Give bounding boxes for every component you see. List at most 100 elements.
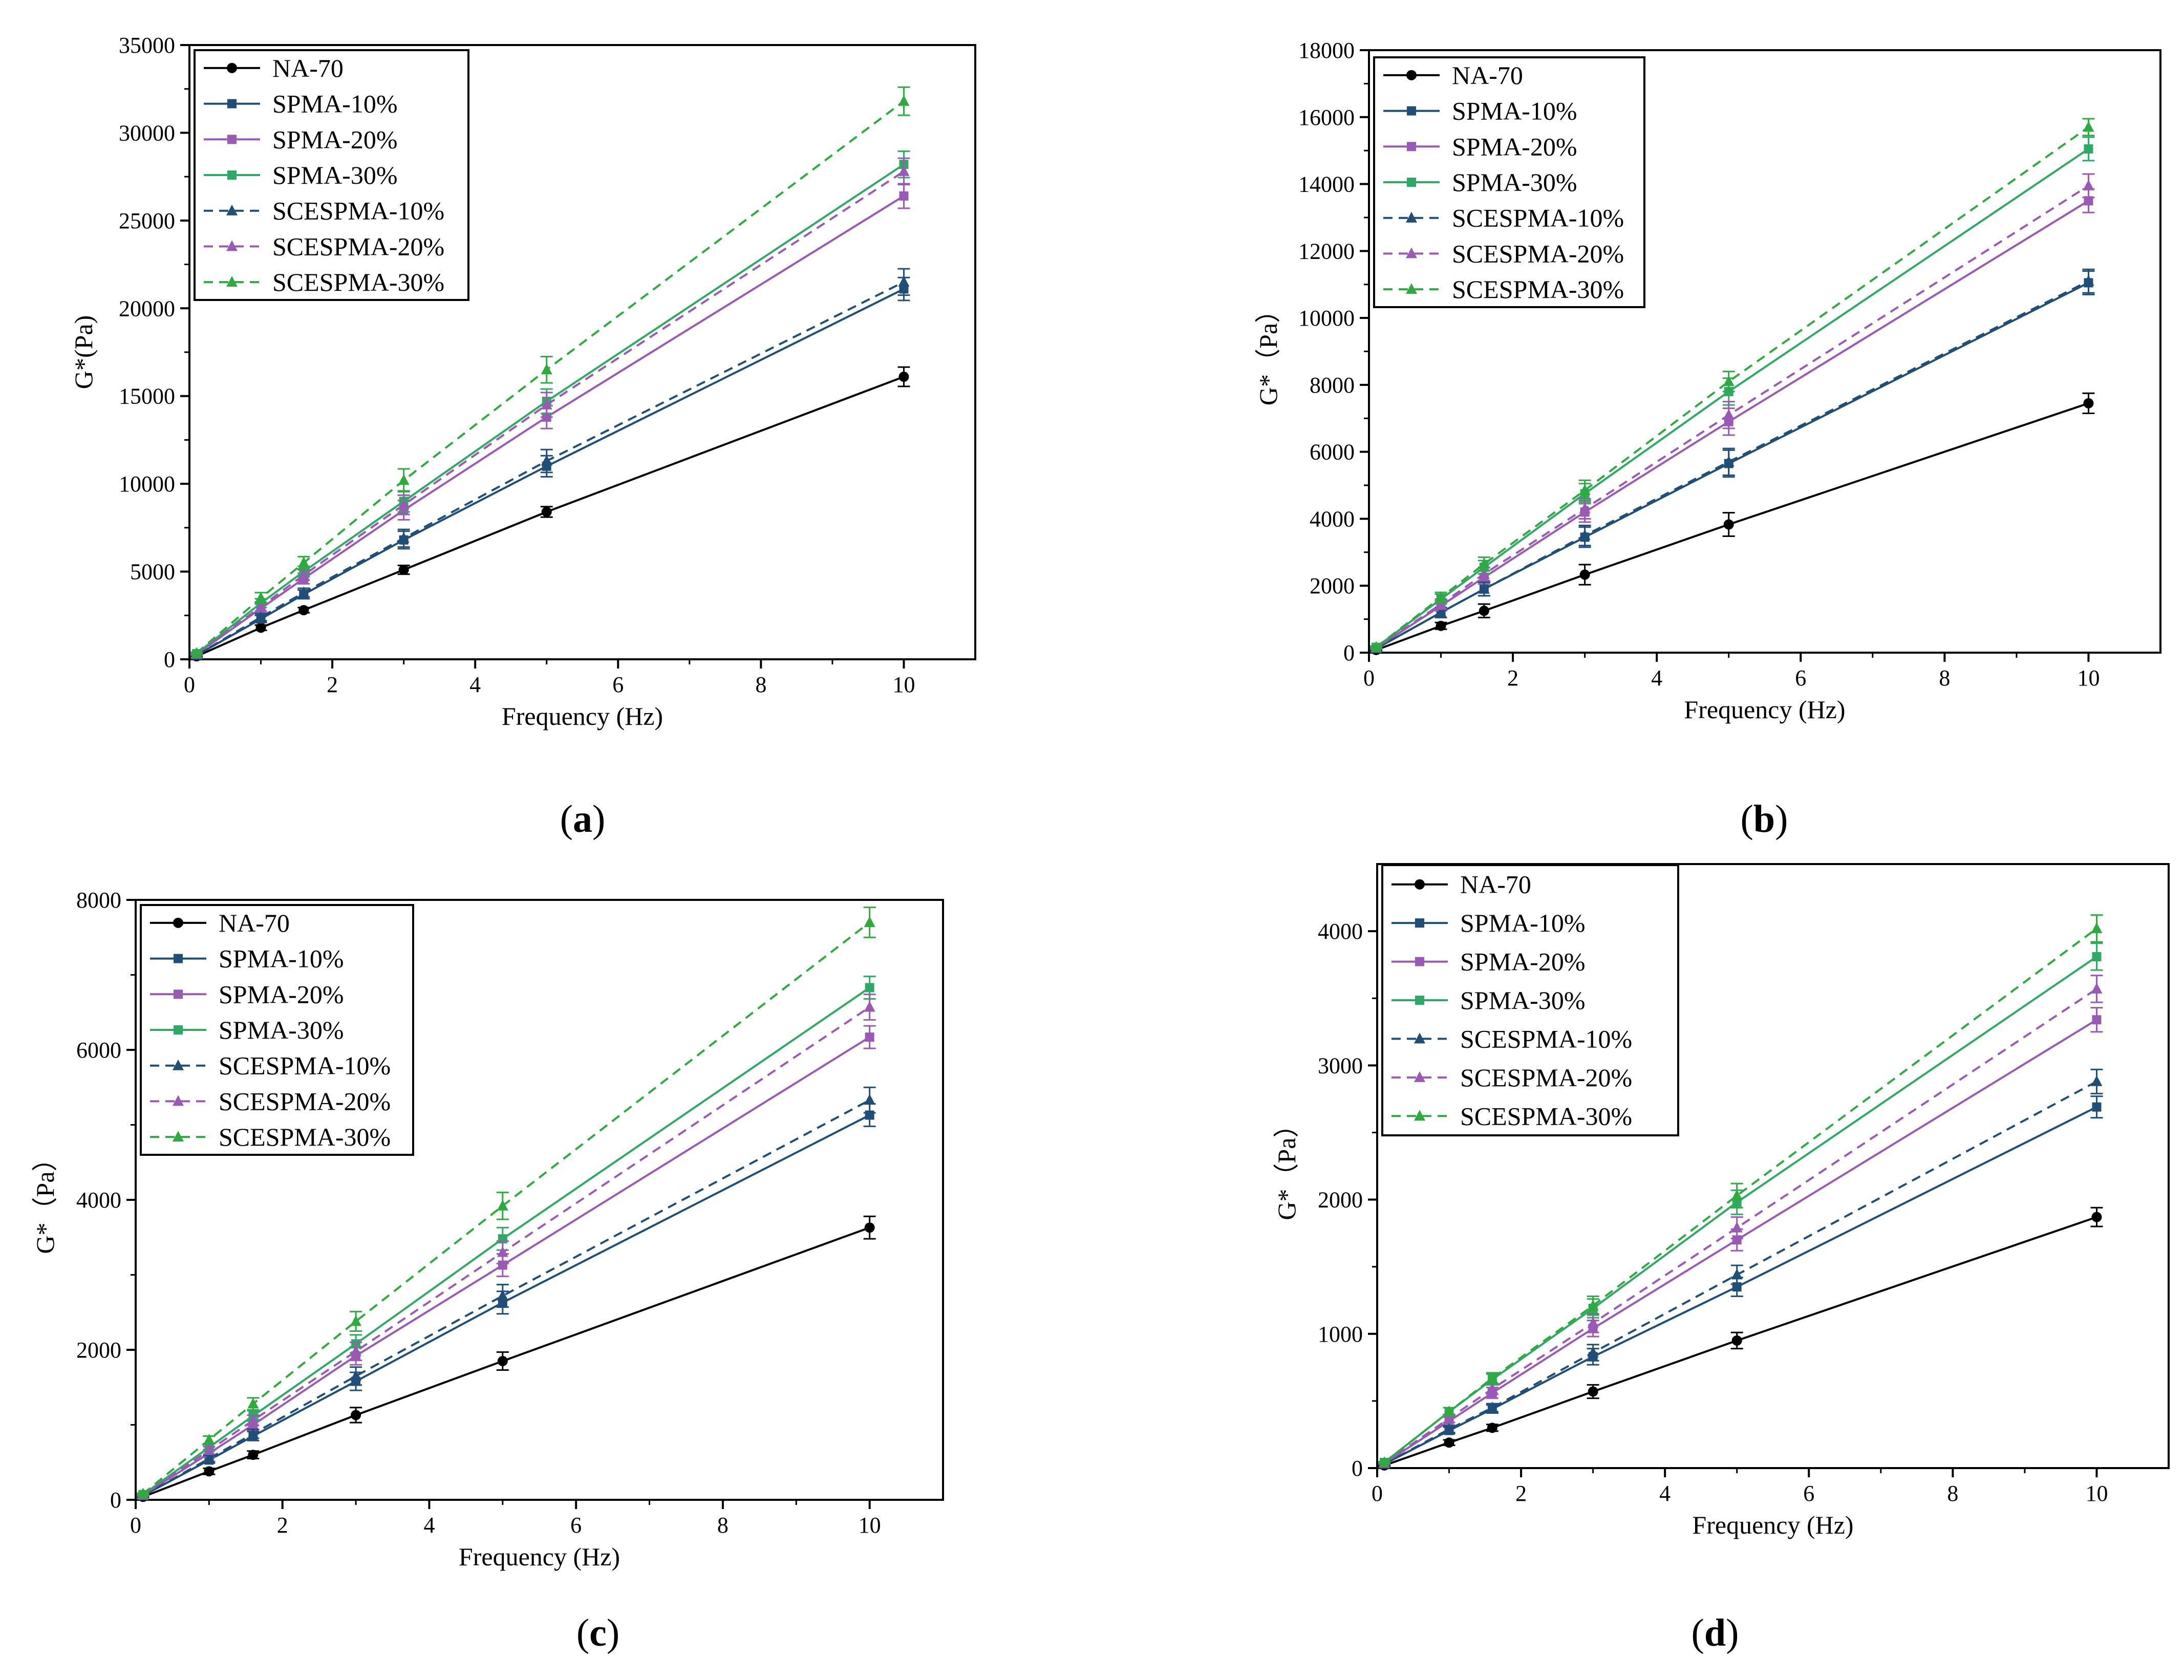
series-line [1375,148,2089,649]
chart-panel-d: 0 2 4 6 8 10 0 1000 2000 3000 4000 Frequency (Hz) G*… [1272,863,2170,1539]
legend-marker [1415,879,1425,890]
legend-marker [226,204,238,216]
caption-letter: b [1753,798,1775,841]
y-tick-label: 0 [1352,1456,1363,1481]
series-line [196,100,905,654]
y-tick-label: 6000 [1310,440,1355,465]
legend-marker [1414,1071,1425,1082]
legend-marker [227,99,237,109]
legend-marker [1406,211,1417,223]
legend-label: SCESPMA-20% [1460,1063,1632,1092]
data-point [2083,121,2094,132]
data-point [1443,1412,1455,1423]
x-tick-label: 6 [1795,665,1806,691]
data-point [1579,484,1591,495]
legend-label: NA-70 [272,54,344,82]
data-point [1731,1221,1743,1233]
legend-marker [174,954,183,963]
data-point [1588,1386,1598,1397]
data-point [1723,408,1735,420]
data-point [1587,1346,1599,1358]
data-point [497,1289,508,1301]
series-line [196,376,905,657]
series-line [196,170,905,655]
data-point [203,1452,215,1463]
y-tick-label: 3000 [1318,1053,1363,1078]
data-point [1723,375,1735,386]
x-axis-label: Frequency (Hz) [502,702,663,730]
series-line [142,1114,870,1497]
data-point [255,592,267,602]
y-tick-label: 1000 [1318,1322,1363,1347]
y-tick-label: 0 [110,1488,121,1513]
data-point [497,1199,508,1211]
legend-marker [173,1059,184,1070]
series-spma-10pct [1378,1095,2103,1469]
legend-marker [174,1025,183,1035]
legend-label: SPMA-30% [272,161,397,189]
caption-paren: ( [560,798,573,841]
series-line [1384,1106,2097,1465]
data-point [247,1428,259,1439]
x-tick-label: 2 [327,672,338,697]
series-line [142,1036,870,1496]
data-point [864,1094,875,1105]
legend-label: SCESPMA-10% [219,1051,391,1080]
data-point [864,916,875,927]
data-point [398,532,410,543]
data-point [1478,568,1490,579]
data-point [1587,1317,1599,1328]
y-tick-label: 8000 [76,888,121,913]
series-line [196,195,905,655]
legend-label: SCESPMA-30% [1452,275,1624,304]
data-point [1486,1383,1498,1394]
data-point [298,605,309,615]
data-point [865,983,874,993]
caption-c: (c) [576,1611,619,1654]
legend-marker [174,989,183,999]
caption-paren: ( [576,1611,589,1654]
y-tick-label: 0 [164,647,175,672]
data-point [2083,275,2094,286]
y-tick-label: 30000 [119,120,175,145]
data-point [1478,557,1490,569]
y-axis-label: G*（Pa） [1254,297,1282,405]
series-spma-10pct [137,1103,876,1500]
legend-label: SPMA-10% [1460,909,1585,937]
x-tick-label: 8 [1947,1481,1958,1506]
legend-marker [1414,1032,1425,1044]
x-tick-label: 2 [277,1513,288,1538]
legend-label: SCESPMA-20% [219,1087,391,1115]
legend-marker [1414,1110,1425,1121]
data-point [1435,598,1447,609]
y-tick-label: 4000 [1310,506,1355,531]
y-tick-label: 14000 [1298,172,1355,197]
x-tick-label: 10 [892,672,915,697]
series-line [142,921,870,1495]
y-tick-label: 16000 [1298,105,1355,130]
data-point [497,1246,508,1257]
data-point [398,499,410,510]
series-scespma-10pct [1370,268,2095,654]
y-axis-label: G*（Pa） [1272,1112,1301,1220]
series-line [1375,126,2089,648]
legend-marker [227,170,237,180]
legend-marker [226,240,238,251]
y-tick-label: 2000 [76,1338,121,1363]
data-point [1723,456,1735,467]
data-point [2083,179,2094,190]
series-scespma-10pct [137,1086,876,1500]
y-tick-label: 0 [1343,640,1355,665]
data-point [1435,606,1447,617]
series-scespma-10pct [190,268,910,660]
data-point [1436,620,1446,631]
legend-marker [226,276,238,287]
series-scespma-30pct [137,907,876,1499]
y-tick-label: 2000 [1310,573,1355,598]
chart-panel-c: 0 2 4 6 8 10 0 2000 4000 6000 8000 Frequency (Hz) G*… [31,888,944,1571]
data-point [541,455,552,466]
legend-label: SPMA-20% [1460,947,1585,976]
x-tick-label: 0 [130,1513,141,1538]
series-line [1384,1081,2097,1465]
